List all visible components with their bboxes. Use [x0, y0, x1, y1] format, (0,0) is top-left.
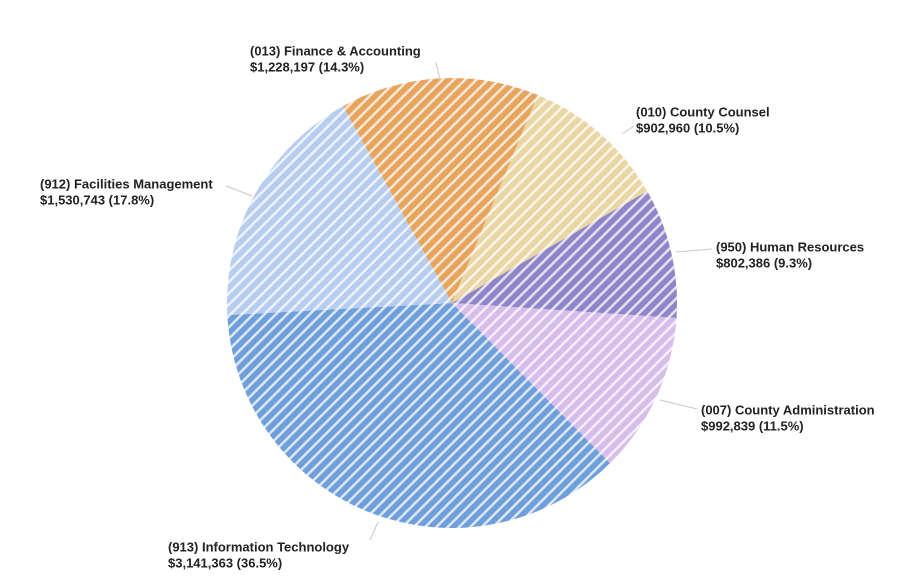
slice-value-label: $802,386 (9.3%) [716, 255, 812, 270]
slice-value-label: $992,839 (11.5%) [701, 418, 804, 433]
pie-slice [452, 191, 677, 318]
leader-line [621, 125, 635, 135]
pie-slice [226, 106, 452, 316]
slice-label: (010) County Counsel [636, 104, 770, 119]
slice-label: (912) Facilities Management [40, 176, 213, 191]
pie-slice [452, 303, 677, 464]
slice-label: (913) Information Technology [168, 539, 350, 554]
slice-label: (013) Finance & Accounting [250, 43, 421, 58]
slice-value-label: $1,228,197 (14.3%) [250, 59, 364, 74]
pie-slice [227, 303, 611, 528]
leader-line [369, 521, 379, 541]
slice-label: (950) Human Resources [716, 239, 864, 254]
leader-line [659, 399, 698, 410]
leader-line [675, 248, 713, 253]
slice-value-label: $3,141,363 (36.5%) [168, 555, 282, 570]
pie-slice [342, 78, 538, 303]
slice-value-label: $902,960 (10.5%) [636, 120, 739, 135]
slice-label: (007) County Administration [701, 402, 875, 417]
slice-value-label: $1,530,743 (17.8%) [40, 192, 154, 207]
pie-slice [452, 95, 648, 304]
leader-line [435, 61, 441, 81]
leader-line [225, 185, 253, 197]
